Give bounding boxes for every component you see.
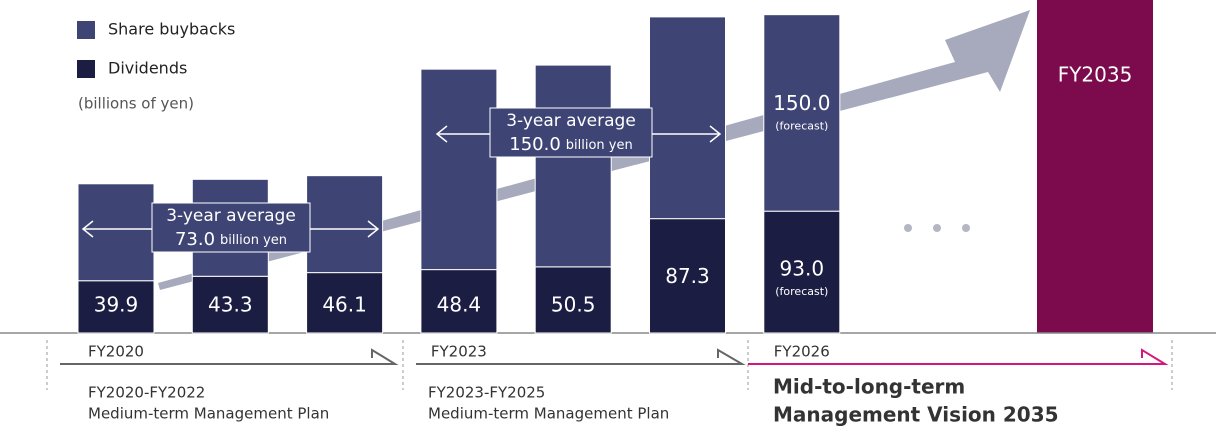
average-unit: billion yen	[220, 233, 287, 248]
bar-segment	[191, 275, 269, 334]
ellipsis-dot	[933, 224, 941, 232]
period-label: Medium-term Management Plan	[428, 405, 669, 423]
average-amount: 150.0	[509, 134, 561, 155]
forecast-label: (forecast)	[775, 120, 828, 133]
x-tick-label: FY2023	[431, 343, 487, 361]
arrow-head	[367, 220, 380, 238]
arrow-head	[81, 220, 94, 238]
period-label: Management Vision 2035	[773, 403, 1059, 427]
bar-segment	[763, 14, 841, 212]
average-value: 150.0 billion yen	[509, 134, 633, 155]
bar-segment	[77, 280, 155, 334]
legend-label: Dividends	[108, 59, 187, 78]
value-label: 150.0	[773, 91, 830, 115]
period-line	[416, 348, 746, 365]
value-label: 46.1	[322, 293, 367, 317]
period-line	[748, 348, 1169, 365]
value-label: 39.9	[94, 293, 139, 317]
period-label: Medium-term Management Plan	[88, 405, 329, 423]
x-tick-label: FY2026	[774, 343, 830, 361]
value-label: 48.4	[437, 293, 482, 317]
arrow-head	[435, 125, 448, 143]
bar-segment	[649, 16, 726, 220]
ellipsis-dot	[904, 224, 912, 232]
bar-segment	[306, 175, 384, 274]
average-box	[489, 107, 653, 158]
legend-swatch	[77, 60, 95, 78]
bar-segment	[420, 269, 498, 334]
period-label: FY2020-FY2022	[88, 384, 205, 402]
bar-segment	[306, 272, 384, 334]
value-label: 87.3	[665, 264, 710, 288]
ellipsis-dot	[962, 224, 970, 232]
value-label: 93.0	[780, 257, 825, 281]
x-tick-label: FY2020	[88, 343, 144, 361]
bar-segment	[534, 266, 612, 334]
bar-segment	[649, 218, 726, 334]
average-box	[151, 202, 311, 253]
average-unit: billion yen	[566, 138, 633, 153]
period-line	[60, 348, 399, 365]
legend-swatch	[77, 21, 95, 39]
value-label: 43.3	[208, 293, 253, 317]
period-label: FY2023-FY2025	[428, 384, 545, 402]
forecast-label: (forecast)	[775, 285, 828, 298]
average-value: 73.0 billion yen	[175, 229, 287, 250]
legend-label: Share buybacks	[108, 20, 235, 39]
bar-segment	[763, 210, 841, 334]
average-title: 3-year average	[506, 111, 636, 131]
bar-segment	[420, 68, 498, 271]
future-bar	[1037, 0, 1153, 333]
arrow-head	[709, 125, 722, 143]
bar-segment	[77, 183, 155, 282]
unit-label: (billions of yen)	[78, 95, 194, 113]
value-label: 50.5	[551, 293, 596, 317]
average-title: 3-year average	[166, 206, 296, 226]
future-label: FY2035	[1058, 63, 1133, 87]
bar-segment	[534, 64, 612, 268]
average-amount: 73.0	[175, 229, 215, 250]
period-label: Mid-to-long-term	[773, 375, 965, 399]
